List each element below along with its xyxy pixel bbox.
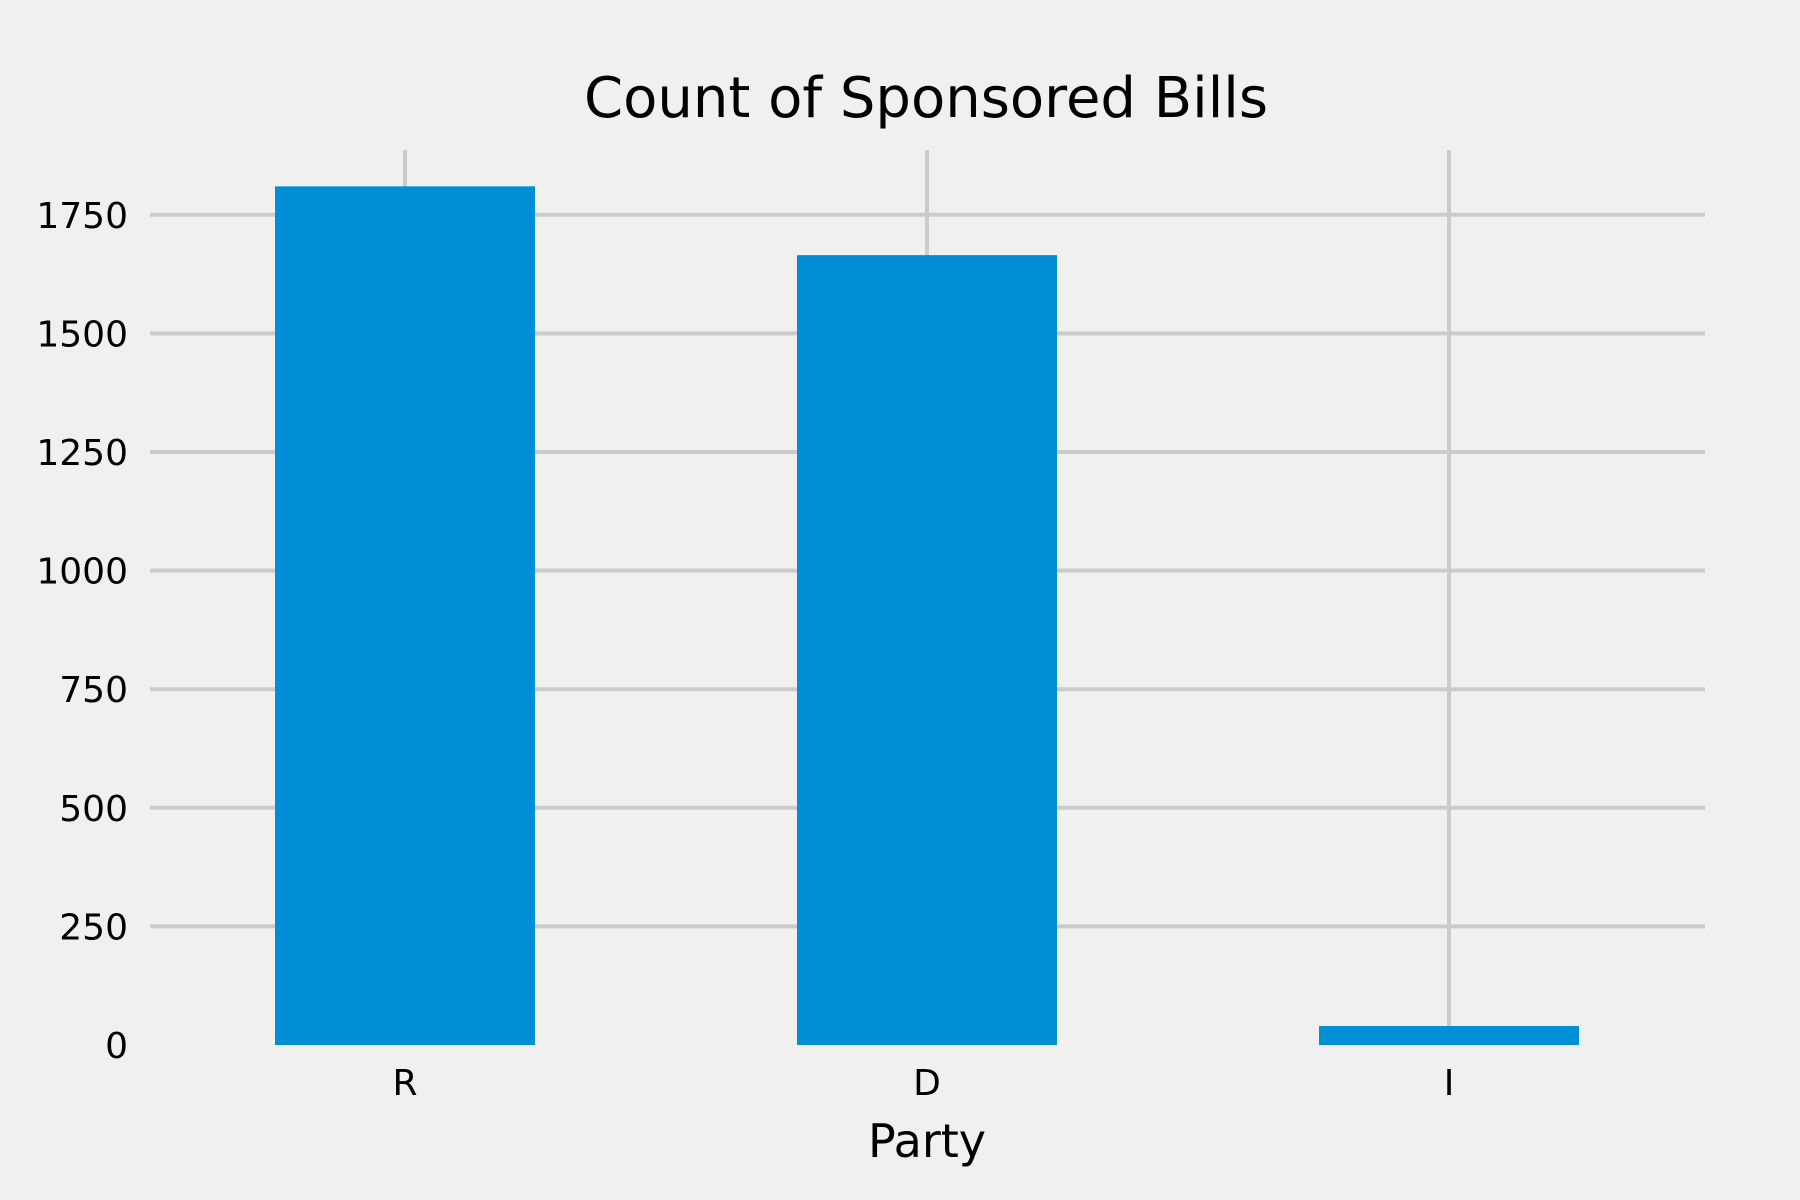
bar-I: [1319, 1026, 1579, 1045]
tick-labels: 0 250 500 750 1000 1250 1500 1750 R D I: [36, 196, 1454, 1104]
y-tick-label: 0: [105, 1026, 128, 1067]
y-tick-label: 1500: [36, 314, 128, 355]
y-tick-label: 500: [59, 789, 128, 830]
x-tick-label: D: [913, 1063, 941, 1104]
chart-title: Count of Sponsored Bills: [584, 66, 1268, 131]
y-tick-label: 1250: [36, 433, 128, 474]
bar-R: [275, 186, 535, 1045]
x-axis-label: Party: [868, 1114, 986, 1168]
bar-D: [797, 255, 1057, 1045]
x-tick-label: I: [1444, 1063, 1455, 1104]
y-tick-label: 750: [59, 670, 128, 711]
y-tick-label: 1000: [36, 552, 128, 593]
bars: [275, 186, 1579, 1045]
y-tick-label: 250: [59, 907, 128, 948]
x-tick-label: R: [392, 1063, 417, 1104]
y-tick-label: 1750: [36, 196, 128, 237]
